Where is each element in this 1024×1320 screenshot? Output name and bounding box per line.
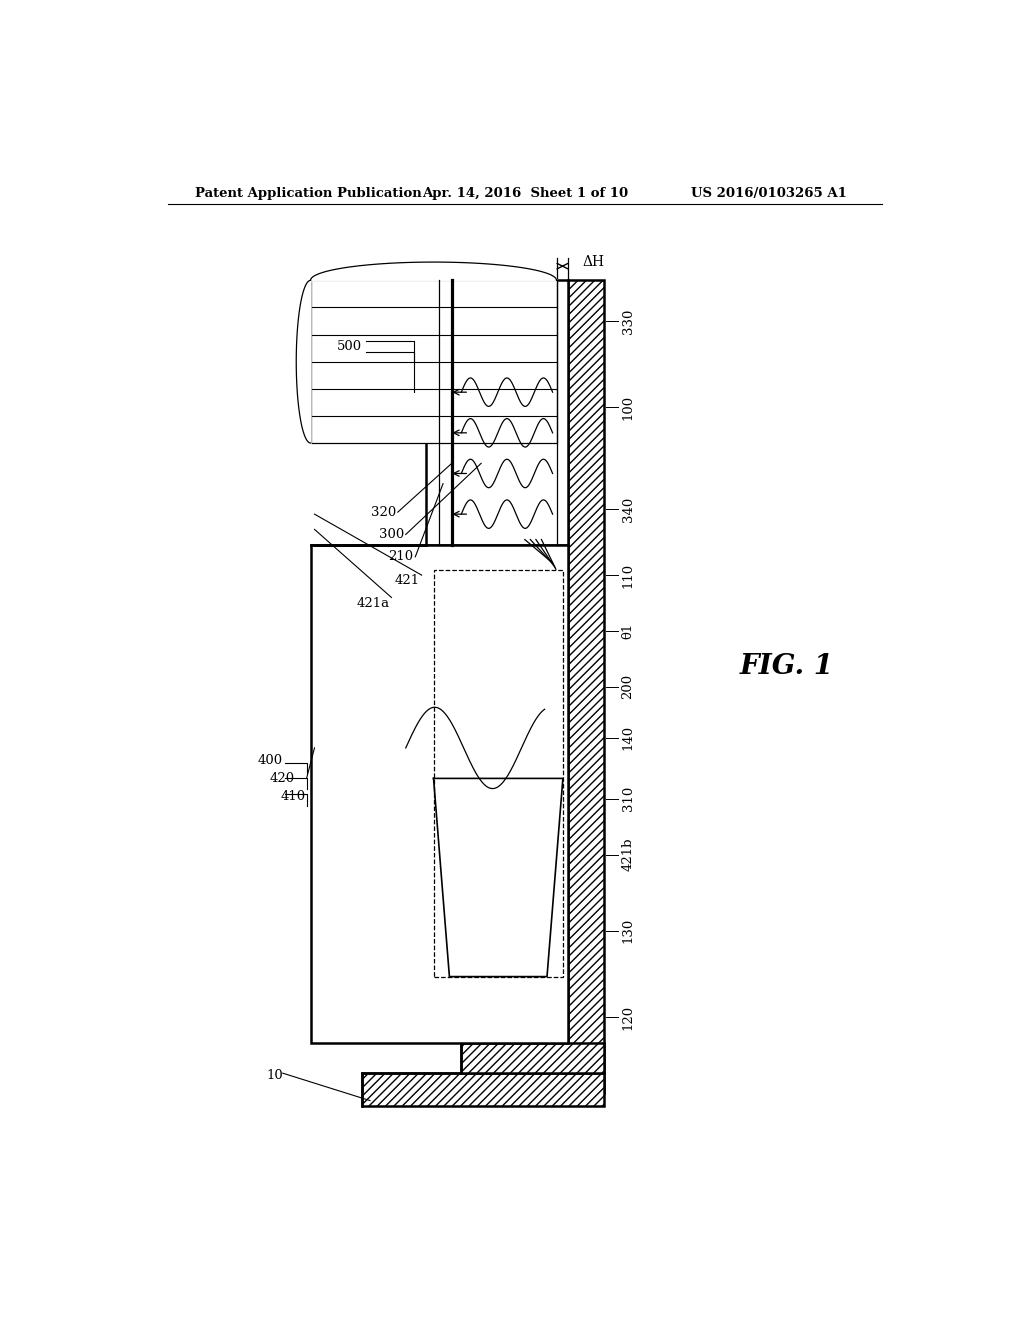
Text: Patent Application Publication: Patent Application Publication <box>196 187 422 199</box>
Text: 410: 410 <box>281 791 306 803</box>
Text: 421a: 421a <box>356 597 390 610</box>
Text: V1: V1 <box>501 651 519 664</box>
Text: ΔH: ΔH <box>583 255 605 269</box>
Text: 320: 320 <box>371 506 396 519</box>
Text: FIG. 1: FIG. 1 <box>739 653 834 680</box>
Bar <box>362 1073 604 1106</box>
Text: 10: 10 <box>267 1069 284 1081</box>
Bar <box>433 570 563 977</box>
Text: 500: 500 <box>337 341 362 352</box>
Bar <box>568 280 604 1093</box>
Text: 210: 210 <box>388 550 414 564</box>
Text: 200: 200 <box>622 675 635 700</box>
Text: D1: D1 <box>543 294 562 309</box>
Text: V2: V2 <box>498 371 517 385</box>
Text: 400: 400 <box>258 754 283 767</box>
Text: 300: 300 <box>379 528 404 541</box>
Bar <box>310 545 568 1043</box>
Text: 120: 120 <box>622 1005 635 1030</box>
Text: 340: 340 <box>622 496 635 521</box>
Text: 110: 110 <box>622 562 635 587</box>
Text: 421b: 421b <box>622 838 635 871</box>
Bar <box>310 280 557 444</box>
Bar <box>426 280 568 545</box>
Text: Apr. 14, 2016  Sheet 1 of 10: Apr. 14, 2016 Sheet 1 of 10 <box>422 187 628 199</box>
Text: 421: 421 <box>395 574 420 586</box>
Text: θ1: θ1 <box>622 623 635 639</box>
Text: 100: 100 <box>622 395 635 420</box>
Text: 310: 310 <box>622 787 635 812</box>
Text: 420: 420 <box>269 772 295 785</box>
Text: US 2016/0103265 A1: US 2016/0103265 A1 <box>691 187 847 199</box>
Text: 330: 330 <box>622 309 635 334</box>
Text: 130: 130 <box>622 919 635 944</box>
Bar <box>461 1043 604 1073</box>
Text: 140: 140 <box>622 725 635 750</box>
Text: D2: D2 <box>501 701 520 715</box>
